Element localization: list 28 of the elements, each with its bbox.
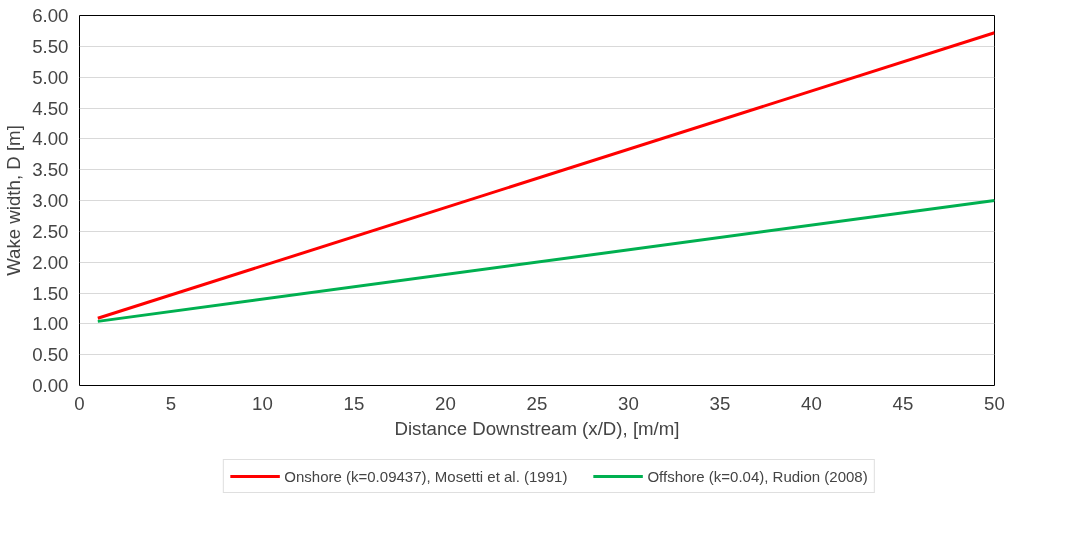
- x-axis-title: Distance Downstream (x/D), [m/m]: [394, 417, 680, 439]
- x-tick-label: 25: [526, 392, 548, 414]
- y-tick-label: 5.50: [32, 35, 69, 57]
- legend-label: Offshore (k=0.04), Rudion (2008): [647, 467, 868, 485]
- x-tick-label: 0: [74, 392, 85, 414]
- x-tick-label: 50: [984, 392, 1005, 414]
- y-tick-label: 4.50: [32, 97, 69, 119]
- y-tick-label: 3.50: [32, 159, 69, 181]
- y-axis-title: Wake width, D [m]: [3, 125, 25, 276]
- x-tick-label: 35: [709, 392, 731, 414]
- y-tick-label: 4.00: [32, 128, 69, 150]
- x-tick-label: 5: [165, 392, 177, 414]
- y-tick-label: 2.50: [32, 220, 69, 242]
- y-tick-label: 6.00: [32, 5, 69, 26]
- y-tick-label: 2.00: [32, 251, 69, 273]
- x-tick-label: 30: [618, 392, 639, 414]
- x-tick-label: 15: [343, 392, 365, 414]
- y-tick-label: 5.00: [32, 66, 69, 88]
- x-tick-label: 20: [435, 392, 456, 414]
- y-tick-label: 0.50: [32, 344, 69, 366]
- x-tick-label: 10: [252, 392, 273, 414]
- x-tick-label: 45: [892, 392, 914, 414]
- y-tick-label: 0.00: [32, 375, 69, 396]
- y-tick-label: 1.50: [32, 282, 69, 304]
- x-tick-label: 40: [801, 392, 822, 414]
- y-tick-label: 3.00: [32, 190, 69, 211]
- legend-label: Onshore (k=0.09437), Mosetti et al. (1991): [284, 467, 568, 485]
- y-tick-label: 1.00: [32, 313, 69, 335]
